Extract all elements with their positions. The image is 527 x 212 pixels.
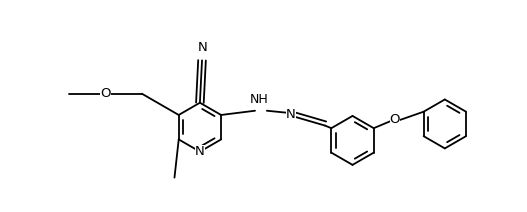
Text: O: O — [389, 113, 400, 126]
Text: N: N — [286, 109, 296, 121]
Text: NH: NH — [250, 93, 269, 106]
Text: N: N — [198, 41, 208, 54]
Text: O: O — [100, 87, 111, 100]
Text: N: N — [195, 145, 205, 158]
